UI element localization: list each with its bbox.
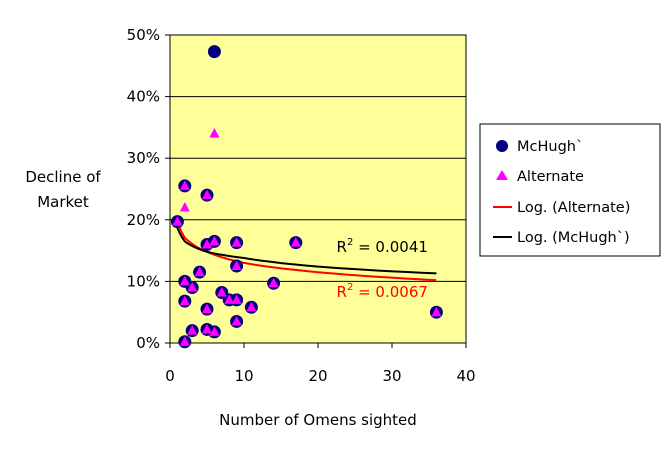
legend: McHugh` Alternate Log. (Alternate) Log. (Mc… [479,123,661,257]
point-circle [207,45,221,59]
y-axis-title-line: Decline of [25,168,101,186]
axes: 0% 10% 20% 30% 40% 50% 0 10 20 30 40 [127,26,476,385]
legend-label: McHugh` [517,139,583,155]
point-triangle [231,294,242,304]
point-triangle [231,260,242,270]
x-tick-label: 0 [165,367,175,385]
r-squared-letter: R [337,283,347,301]
point-triangle [172,216,183,226]
point-triangle [246,301,257,312]
gridlines [170,34,466,282]
legend-label: Log. (McHugh`) [517,230,630,246]
trendlines [176,221,437,282]
legend-swatch-triangle [496,170,508,180]
trendline-3 [176,227,437,275]
point-triangle [202,238,212,249]
r-squared-letter: R [337,238,347,256]
point-triangle [209,128,220,138]
point-triangle [224,294,235,304]
legend-label: Alternate [517,169,584,185]
x-tick-label: 30 [382,367,401,385]
point-triangle [187,282,198,292]
point-triangle [194,266,205,277]
point-triangle [231,237,242,247]
point-triangle [216,286,227,297]
x-tick-label: 20 [308,367,327,385]
x-axis-title: Number of Omens sighted [219,411,417,429]
y-tick-label: 40% [127,88,160,106]
x-tick-label: 10 [234,367,253,385]
r-squared-label: R2 = 0.0041 [337,237,428,256]
trendline-2 [176,221,437,282]
point-triangle [179,295,190,306]
point-triangle [202,189,212,200]
data-points [170,45,443,349]
r-squared-superscript: 2 [347,237,353,248]
plot-border [169,34,467,344]
x-tick-label: 40 [456,367,475,385]
y-tick-label: 30% [127,149,160,167]
y-axis-title-line: Market [37,193,89,211]
point-triangle [202,323,212,334]
point-triangle [179,336,190,346]
r-squared-label: R2 = 0.0067 [337,282,428,301]
axis-titles: Number of Omens sighted Decline of Market [25,168,416,429]
r-squared-superscript: 2 [347,282,353,293]
point-triangle [209,326,220,336]
y-tick-label: 10% [127,272,160,290]
point-triangle [431,306,442,317]
point-triangle [179,201,190,212]
r-squared-value: = 0.0041 [353,238,428,256]
y-tick-label: 20% [127,211,160,229]
point-triangle [202,303,212,314]
point-triangle [179,180,190,190]
legend-label: Log. (Alternate) [517,200,630,216]
point-triangle [268,277,279,288]
y-tick-label: 50% [127,26,160,44]
r-squared-value: = 0.0067 [353,283,428,301]
y-tick-label: 0% [136,334,160,352]
legend-box [479,123,661,257]
legend-swatch-circle [496,140,508,152]
point-triangle [179,275,190,286]
point-triangle [290,237,301,247]
point-triangle [187,325,198,335]
point-triangle [209,235,220,246]
point-triangle [231,315,242,326]
